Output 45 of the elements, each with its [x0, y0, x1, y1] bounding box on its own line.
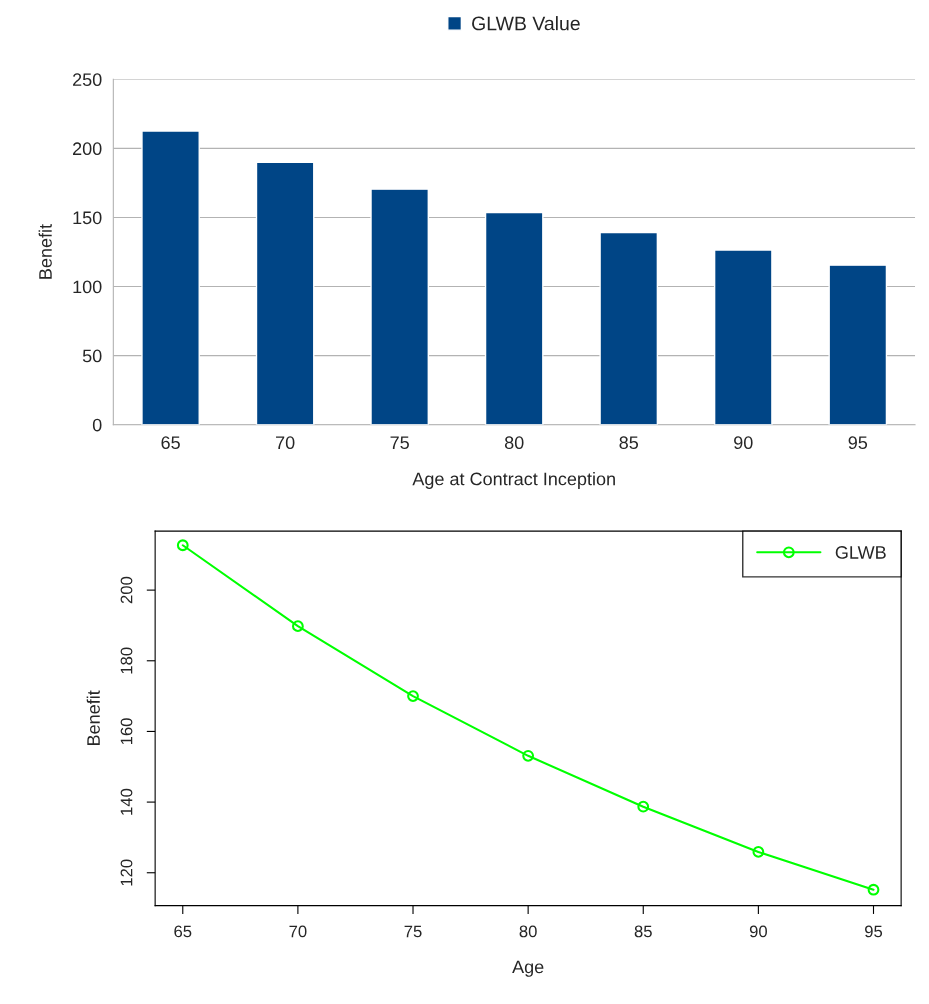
x-tick-label: 70 [276, 436, 295, 450]
y-tick-label: 50 [82, 349, 102, 363]
x-axis-title: Age [512, 960, 544, 977]
x-tick-label: 80 [504, 436, 524, 450]
point [637, 800, 650, 813]
bar [484, 211, 544, 425]
x-tick-label: 90 [734, 436, 753, 450]
point [176, 539, 189, 552]
y-tick-label: 200 [73, 142, 102, 156]
x-tick-label: 70 [289, 925, 307, 938]
y-tick-label: 180 [120, 647, 133, 674]
y-tick-label: 140 [120, 788, 133, 815]
bar [828, 264, 888, 425]
x-tick-label: 65 [174, 925, 192, 938]
y-tick-label: 160 [120, 718, 133, 745]
y-tick-label: 100 [73, 280, 102, 294]
legend-label: GLWB Value [472, 16, 580, 31]
y-tick-label: 120 [120, 859, 133, 886]
bar [255, 161, 315, 425]
x-tick-label: 75 [390, 436, 409, 450]
bar [599, 231, 659, 425]
y-tick-label: 250 [73, 73, 102, 87]
point [752, 846, 765, 858]
bar [141, 130, 200, 425]
y-tick-label: 0 [92, 418, 102, 432]
x-tick-label: 85 [619, 436, 639, 450]
y-axis-title: Benefit [86, 690, 100, 745]
y-tick-label: 150 [73, 211, 102, 225]
x-tick-label: 75 [404, 925, 422, 938]
x-tick-label: 90 [749, 925, 767, 938]
bar [713, 249, 773, 425]
x-axis-title: Age at Contract Inception [412, 472, 615, 489]
bar [370, 188, 429, 425]
y-tick-label: 200 [120, 576, 133, 604]
x-tick-label: 95 [865, 925, 883, 938]
point [291, 620, 304, 633]
x-tick-label: 65 [161, 436, 180, 450]
point [522, 749, 535, 762]
x-tick-label: 95 [848, 436, 868, 450]
x-tick-label: 80 [519, 925, 537, 938]
y-axis-title: Benefit [38, 224, 52, 279]
x-tick-label: 85 [634, 925, 652, 938]
legend-label: GLWB [835, 546, 886, 559]
point [867, 883, 880, 896]
point [407, 690, 419, 703]
